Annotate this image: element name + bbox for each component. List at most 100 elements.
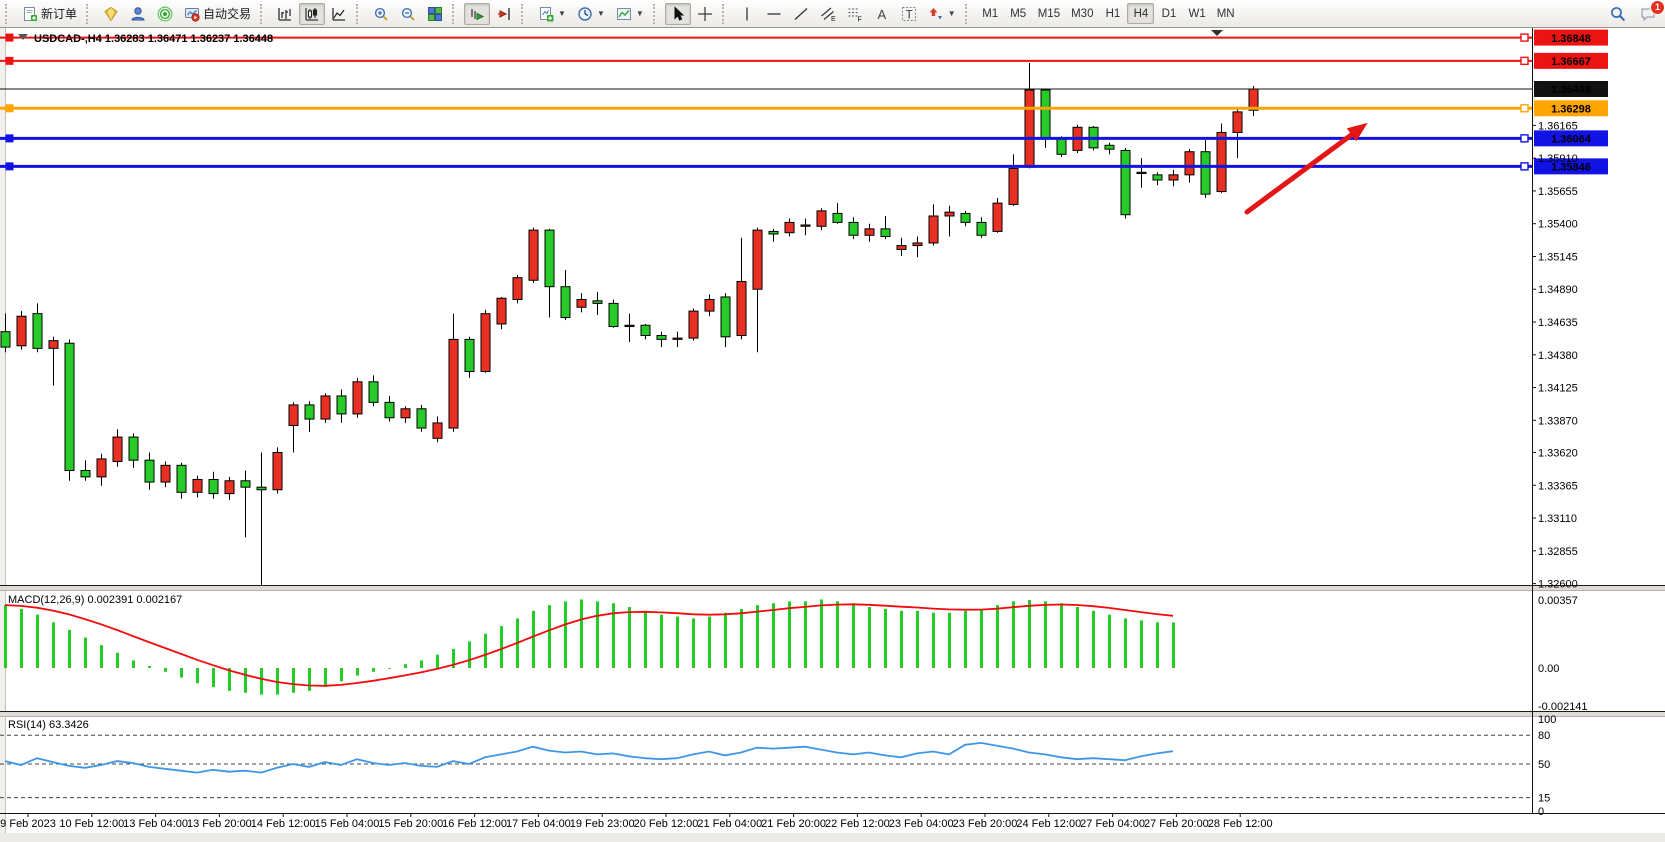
timeframe-button-m5[interactable]: M5 xyxy=(1010,7,1027,20)
candle-body xyxy=(128,436,139,461)
fibonacci-button[interactable]: F xyxy=(842,3,868,25)
horizontal-line-object[interactable]: 1.36848 xyxy=(0,29,1608,46)
templates-button[interactable]: ▼ xyxy=(611,3,649,25)
arrows-tool-button[interactable]: ▼ xyxy=(923,3,961,25)
toolbar: 新订单 自动交易 ▼ ▼ ▼ xyxy=(0,0,1665,28)
line-handle[interactable] xyxy=(5,33,14,42)
price-axis[interactable]: 1.36165 1.35910 1.35655 1.35400 1.35145 1.348… xyxy=(1532,28,1578,813)
macd-bar xyxy=(660,614,663,668)
candle-body xyxy=(160,464,171,483)
macd-bar xyxy=(772,603,775,668)
market-watch-button[interactable] xyxy=(98,3,124,25)
text-a-icon: A xyxy=(874,6,890,22)
macd-bar xyxy=(196,668,199,684)
signal-button[interactable] xyxy=(152,3,178,25)
timeframe-button-w1[interactable]: W1 xyxy=(1188,7,1206,20)
candle-body xyxy=(1216,131,1227,193)
horizontal-line-object[interactable]: 1.36298 xyxy=(0,100,1608,117)
line-handle[interactable] xyxy=(1520,33,1529,42)
chart-area[interactable]: 1.36848 1.36667 1.36448 1.36298 1.36064 1.358… xyxy=(0,28,1665,842)
timeframe-button-m1[interactable]: M1 xyxy=(982,7,999,20)
macd-bar xyxy=(612,603,615,668)
macd-bar xyxy=(116,652,119,668)
rsi-level-label: 15 xyxy=(1538,793,1550,805)
chart-shift-icon xyxy=(496,6,512,22)
line-handle[interactable] xyxy=(1520,162,1529,171)
template-icon xyxy=(616,6,632,22)
candle-body xyxy=(944,211,955,217)
bar-chart-button[interactable] xyxy=(272,3,298,25)
line-handle[interactable] xyxy=(1520,56,1529,66)
shift-marker-icon[interactable] xyxy=(1211,30,1223,36)
horizontal-line-object[interactable]: 1.35846 xyxy=(0,158,1608,175)
macd-bar xyxy=(1140,620,1143,668)
candle-body xyxy=(32,313,43,349)
line-handle[interactable] xyxy=(5,56,14,65)
macd-bar xyxy=(1044,601,1047,668)
line-handle[interactable] xyxy=(5,104,14,113)
candle-body xyxy=(0,331,11,348)
profile-button[interactable] xyxy=(125,3,151,25)
price-line-objects[interactable]: 1.36848 1.36667 1.36448 1.36298 1.36064 1.358… xyxy=(0,29,1608,175)
candle-body xyxy=(336,395,347,415)
timeframe-button-m30[interactable]: M30 xyxy=(1071,7,1094,20)
timeframe-button-m15[interactable]: M15 xyxy=(1037,7,1061,20)
macd-bar xyxy=(724,612,727,668)
candle-body xyxy=(48,340,59,349)
timeframe-button-h1[interactable]: H1 xyxy=(1105,7,1121,20)
tile-windows-button[interactable] xyxy=(422,3,448,25)
auto-scroll-button[interactable] xyxy=(464,2,491,25)
zoom-out-button[interactable] xyxy=(395,3,421,25)
chart-shift-button[interactable] xyxy=(491,3,517,25)
candle-body xyxy=(976,221,987,236)
autotrade-button[interactable]: 自动交易 xyxy=(179,3,256,25)
notifications-button[interactable]: 1 xyxy=(1635,0,1665,25)
text-tool-button[interactable]: A xyxy=(869,3,895,25)
macd-bar xyxy=(484,633,487,668)
panel-splitter[interactable] xyxy=(0,712,1665,716)
timeframe-button-h4[interactable]: H4 xyxy=(1127,3,1155,24)
horizontal-line-object[interactable]: 1.36667 xyxy=(0,52,1608,69)
new-chart-button[interactable]: ▼ xyxy=(533,3,571,25)
rsi-level-label: 50 xyxy=(1538,759,1550,771)
crosshair-button[interactable] xyxy=(692,3,718,25)
zoom-in-button[interactable] xyxy=(368,3,394,25)
horizontal-line-button[interactable] xyxy=(761,3,787,25)
line-chart-button[interactable] xyxy=(326,3,352,25)
svg-text:A: A xyxy=(877,7,886,22)
trendline-button[interactable] xyxy=(788,3,814,25)
timeframe-button-d1[interactable]: D1 xyxy=(1161,7,1177,20)
candle-body xyxy=(384,401,395,419)
macd-bar xyxy=(644,610,647,668)
macd-bar xyxy=(820,599,823,668)
label-tool-button[interactable]: T xyxy=(896,3,922,25)
candle-body xyxy=(80,469,91,478)
timeframe-button-mn[interactable]: MN xyxy=(1216,7,1235,20)
equidistant-channel-button[interactable]: E xyxy=(815,3,841,25)
line-handle[interactable] xyxy=(5,162,14,171)
line-handle[interactable] xyxy=(1520,134,1529,143)
panel-splitter[interactable] xyxy=(0,586,1665,590)
cursor-button[interactable] xyxy=(664,2,691,25)
candlestick-button[interactable] xyxy=(299,2,326,25)
candle-body xyxy=(1168,174,1179,181)
time-tick-label: 13 Feb 04:00 xyxy=(123,818,188,830)
new-order-button[interactable]: 新订单 xyxy=(17,3,82,25)
horizontal-line-object[interactable]: 1.36064 xyxy=(0,130,1608,147)
periods-button[interactable]: ▼ xyxy=(572,3,610,25)
candlestick-icon xyxy=(304,6,320,22)
macd-bar xyxy=(4,605,7,668)
current-price-line[interactable]: 1.36448 xyxy=(0,81,1608,97)
search-button[interactable] xyxy=(1605,3,1631,25)
line-handle[interactable] xyxy=(5,134,14,143)
line-handle[interactable] xyxy=(1520,104,1529,113)
svg-text:E: E xyxy=(831,16,836,22)
one-click-arrow-icon[interactable] xyxy=(18,34,28,40)
macd-bar xyxy=(964,610,967,668)
macd-bar xyxy=(532,610,535,668)
vertical-line-button[interactable] xyxy=(734,3,760,25)
trend-arrow-object[interactable] xyxy=(1244,122,1368,215)
candle-body xyxy=(656,335,667,340)
price-tick-label: 1.33620 xyxy=(1538,447,1578,459)
